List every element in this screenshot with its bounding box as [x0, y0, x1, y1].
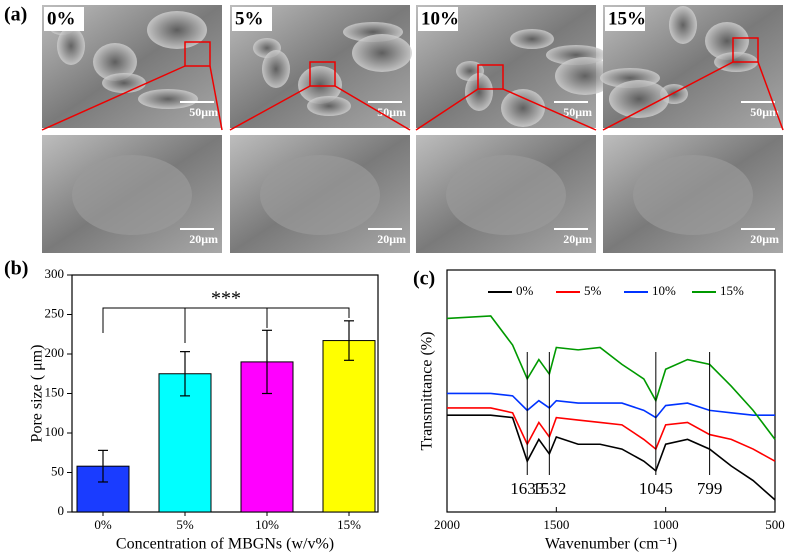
panel-label: (c): [413, 268, 435, 290]
legend-label: 0%: [516, 283, 534, 298]
image-label: 0%: [47, 8, 76, 29]
zoom-line: [209, 65, 223, 131]
pore: [465, 73, 493, 111]
pore: [352, 34, 412, 72]
legend-label: 15%: [720, 283, 744, 298]
zoom-box: [184, 41, 211, 67]
x-tick-label: 15%: [337, 517, 361, 532]
bar: [322, 340, 376, 513]
scale-label: 50μm: [563, 105, 592, 119]
y-tick-label: 200: [45, 345, 65, 360]
zoom-line: [502, 88, 597, 131]
y-tick-label: 250: [45, 305, 65, 320]
zoom-box: [309, 61, 336, 87]
pore: [501, 89, 545, 127]
x-tick-label: 500: [765, 517, 785, 532]
peak-label: 1532: [532, 479, 566, 498]
zoom-line: [757, 61, 784, 131]
zoom-line: [415, 88, 479, 131]
significance-bracket: [102, 307, 350, 343]
zoom-line: [41, 65, 186, 131]
zoom-box: [732, 37, 759, 63]
y-axis-title: Transmittance (%): [419, 332, 436, 451]
x-axis-title: Wavenumber (cm⁻¹): [545, 536, 677, 553]
zoom-line: [334, 85, 411, 131]
scale-label: 20μm: [377, 232, 406, 246]
spectrum-line: [447, 407, 776, 462]
x-tick-label: 1500: [543, 517, 569, 532]
pore: [669, 6, 697, 44]
image-label: 10%: [421, 8, 459, 29]
y-axis-title: Pore size ( μm): [29, 345, 46, 443]
pore: [260, 155, 380, 235]
image-label: 5%: [235, 8, 264, 29]
pore: [57, 27, 85, 65]
y-tick-label: 300: [45, 266, 65, 281]
pore: [705, 22, 749, 60]
panel-label: (b): [4, 258, 28, 280]
y-tick-label: 100: [45, 424, 65, 439]
scale-label: 20μm: [750, 232, 779, 246]
zoom-line: [229, 85, 311, 131]
scale-label: 20μm: [189, 232, 218, 246]
error-bar: [344, 320, 354, 361]
scale-label: 20μm: [563, 232, 592, 246]
label-box: [418, 7, 458, 31]
spectrum-line: [447, 392, 775, 419]
pore: [510, 29, 554, 49]
error-bar: [98, 449, 108, 483]
pore: [147, 11, 207, 49]
error-bar: [262, 329, 272, 395]
y-tick-label: 150: [45, 384, 65, 399]
x-axis-title: Concentration of MBGNs (w/v%): [116, 536, 334, 553]
image-label: 15%: [608, 8, 646, 29]
pore: [138, 89, 198, 109]
x-tick-label: 10%: [255, 517, 279, 532]
significance-label: ***: [211, 288, 241, 310]
x-tick-label: 0%: [94, 517, 112, 532]
pore: [262, 50, 290, 88]
error-bar: [180, 351, 190, 397]
x-tick-label: 2000: [434, 517, 460, 532]
pore: [298, 66, 342, 104]
scale-label: 50μm: [377, 105, 406, 119]
label-box: [605, 7, 645, 31]
spectrum-line: [447, 414, 776, 501]
y-tick-label: 50: [51, 463, 64, 478]
scale-label: 50μm: [750, 105, 779, 119]
peak-label: 799: [697, 479, 723, 498]
plot-frame: [446, 269, 776, 513]
legend-label: 5%: [584, 283, 602, 298]
scale-label: 50μm: [189, 105, 218, 119]
x-tick-label: 1000: [653, 517, 679, 532]
label-box: [232, 7, 272, 31]
zoom-box: [477, 64, 504, 90]
pore: [633, 155, 753, 235]
pore: [72, 155, 192, 235]
pore: [93, 43, 137, 81]
pore: [555, 57, 615, 95]
panel-label: (a): [4, 4, 27, 26]
pore: [609, 80, 669, 118]
legend-label: 10%: [652, 283, 676, 298]
pore: [446, 155, 566, 235]
y-tick-label: 0: [58, 503, 65, 518]
pore: [102, 73, 146, 93]
label-box: [44, 7, 84, 31]
pore: [307, 96, 351, 116]
zoom-line: [602, 61, 734, 131]
x-tick-label: 5%: [176, 517, 194, 532]
peak-label: 1633: [510, 479, 544, 498]
spectrum-line: [446, 315, 776, 440]
peak-label: 1045: [639, 479, 673, 498]
